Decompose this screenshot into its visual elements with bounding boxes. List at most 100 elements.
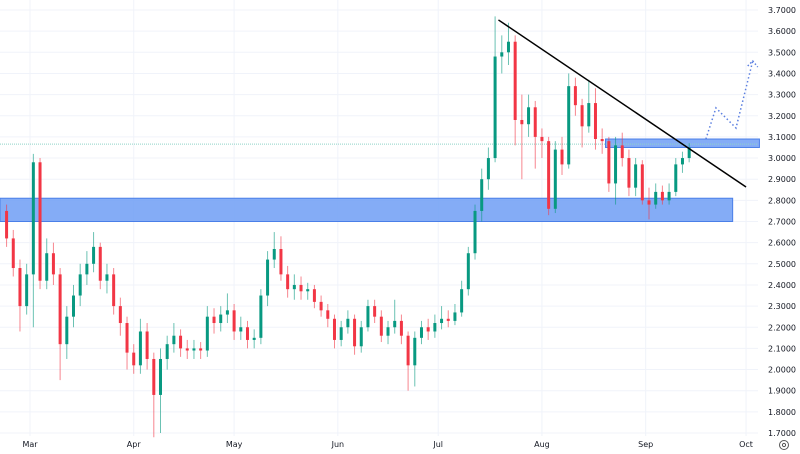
candle-body [527, 107, 531, 125]
settings-gear-icon[interactable] [779, 440, 789, 450]
candle-body [406, 335, 410, 366]
candle-body [152, 358, 156, 395]
x-tick-label: Jun [331, 440, 345, 449]
candle-body [493, 56, 497, 159]
trendline[interactable] [498, 19, 747, 188]
candle-body [480, 179, 484, 211]
candle-body [433, 323, 437, 332]
candle-body [65, 316, 69, 345]
candle-body [239, 327, 243, 332]
candle-body [105, 274, 109, 281]
candle-body [85, 263, 89, 275]
candle-body [393, 320, 397, 328]
y-tick-label: 2.8000 [768, 196, 796, 205]
candle-body [486, 158, 490, 180]
x-tick-label: Oct [739, 440, 753, 449]
candle-body [419, 327, 423, 338]
y-tick-label: 1.9000 [768, 387, 796, 396]
candle-body [299, 284, 303, 292]
x-tick-label: May [226, 440, 243, 449]
candle-body [373, 306, 377, 317]
candle-body [614, 145, 618, 184]
candle-body [138, 331, 142, 366]
candle-body [252, 337, 256, 340]
candle-body [560, 149, 564, 165]
candle-body [11, 238, 15, 269]
y-tick-label: 3.0000 [768, 154, 796, 163]
candle-body [125, 323, 129, 353]
candle-body [660, 191, 664, 201]
candle-body [366, 306, 370, 328]
y-tick-label: 2.5000 [768, 260, 796, 269]
candle-body [292, 284, 296, 290]
y-tick-label: 3.7000 [768, 6, 796, 15]
x-tick-label: Mar [22, 440, 38, 449]
candle-body [51, 253, 55, 275]
candle-body [520, 119, 524, 125]
projection-line [705, 60, 754, 140]
y-tick-label: 3.2000 [768, 112, 796, 121]
candle-body [674, 164, 678, 192]
candle-body [680, 158, 684, 165]
trendline-segment [498, 19, 747, 188]
price-axis[interactable]: 3.7000 3.6000 3.5000 3.4000 3.3000 3.2000 3.10… [768, 6, 796, 438]
candle-body [533, 107, 537, 137]
candle-body [272, 248, 276, 260]
candle-body [567, 86, 571, 165]
candle-body [92, 246, 96, 264]
y-tick-label: 2.0000 [768, 366, 796, 375]
candle-body [440, 318, 444, 324]
x-tick-label: Sep [638, 440, 653, 449]
candle-body [259, 295, 263, 338]
candle-body [319, 301, 323, 311]
candle-body [573, 86, 577, 106]
candle-body [266, 259, 270, 296]
candle-body [118, 306, 122, 324]
candle-body [205, 316, 209, 351]
candle-body [453, 312, 457, 321]
candle-body [627, 158, 631, 188]
y-tick-label: 2.1000 [768, 344, 796, 353]
candle-body [466, 253, 470, 290]
candle-body [286, 274, 290, 290]
candle-body [540, 136, 544, 142]
x-tick-label: Apr [127, 440, 142, 449]
candle-body [426, 327, 430, 332]
candle-body [600, 139, 604, 142]
candle-body [232, 310, 236, 332]
y-tick-label: 3.5000 [768, 48, 796, 57]
candle-body [339, 327, 343, 340]
candles [5, 16, 691, 438]
projection-path[interactable] [705, 59, 759, 140]
candle-body [192, 348, 196, 351]
candle-body [58, 274, 62, 345]
time-axis[interactable]: Mar Apr May Jun Jul Aug Sep Oct [22, 440, 753, 449]
y-tick-label: 2.3000 [768, 302, 796, 311]
candle-body [607, 141, 611, 184]
candle-body [165, 344, 169, 359]
candle-body [593, 103, 597, 140]
candle-body [212, 316, 216, 324]
candle-body [45, 253, 49, 281]
candle-body [353, 318, 357, 347]
candle-body [553, 149, 557, 209]
candle-body [580, 105, 584, 127]
x-tick-label: Aug [534, 440, 550, 449]
candle-body [386, 327, 390, 336]
y-tick-label: 3.3000 [768, 91, 796, 100]
candle-body [413, 337, 417, 366]
y-tick-label: 2.7000 [768, 218, 796, 227]
candle-body [31, 162, 35, 275]
candle-body [5, 210, 9, 239]
candle-body [71, 295, 75, 317]
candle-body [640, 164, 644, 201]
candle-body [634, 164, 638, 188]
candle-body [112, 274, 116, 307]
candle-body [306, 289, 310, 292]
candle-body [312, 289, 316, 302]
candle-body [326, 310, 330, 319]
y-tick-label: 3.4000 [768, 69, 796, 78]
y-tick-label: 2.6000 [768, 239, 796, 248]
candle-body [25, 274, 29, 307]
